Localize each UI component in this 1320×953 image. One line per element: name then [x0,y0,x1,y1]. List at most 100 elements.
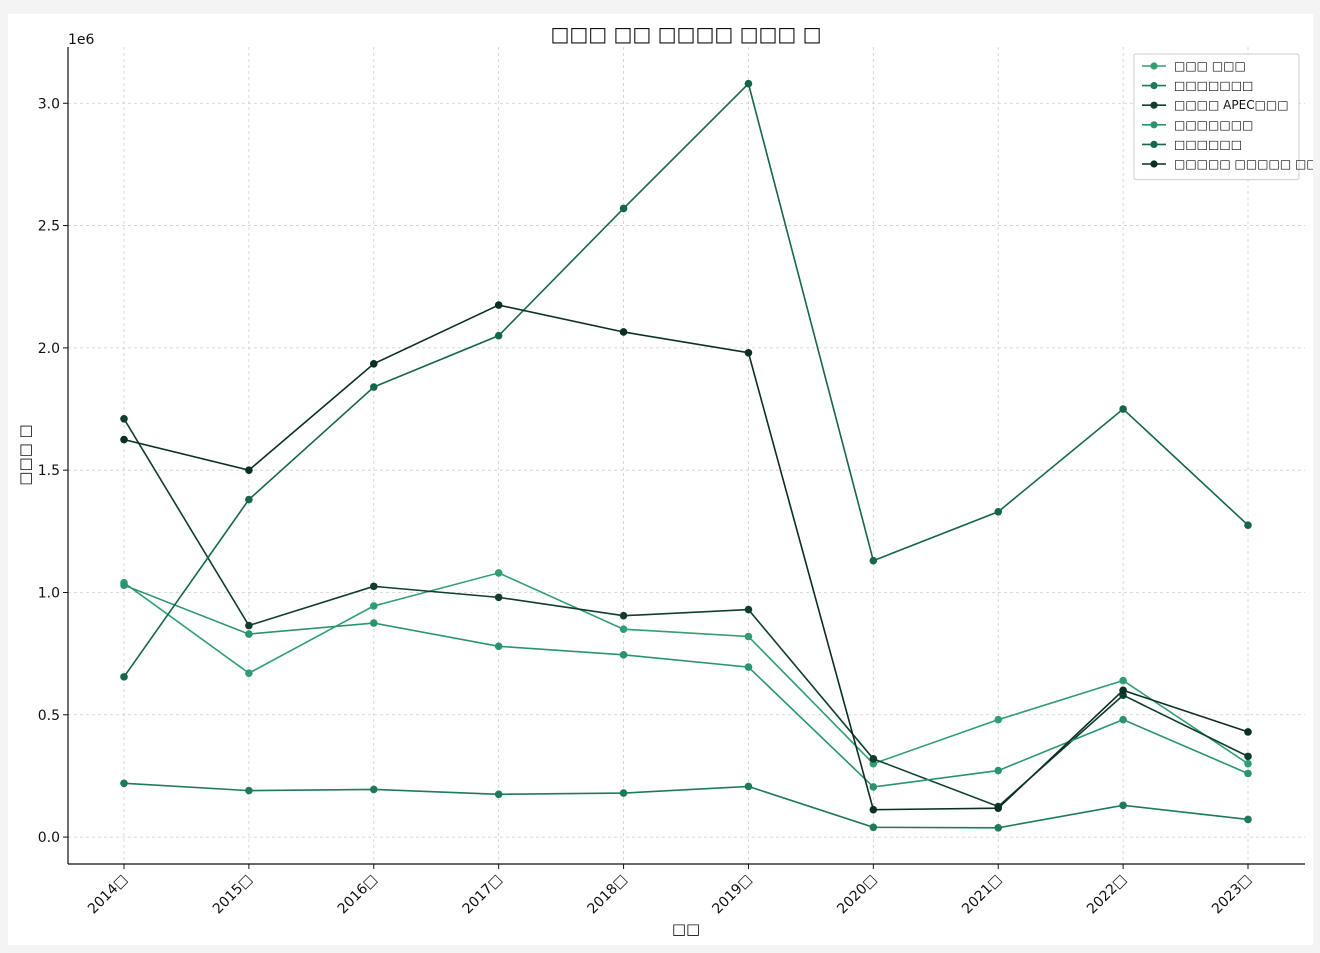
legend-box [1133,53,1300,181]
y-axis-label: □□□ □ [16,424,34,485]
data-point [120,415,128,423]
data-point [494,642,503,651]
legend-marker [1150,101,1158,109]
data-point [744,605,753,614]
data-point [494,790,503,799]
data-point [1244,769,1252,778]
data-point [869,556,878,565]
ticks: 0.0 0.5 1.0 1.5 2.0 2.5 3.0 2014□ 2015□ 2016□ 2017… [38,96,1255,917]
data-point [619,789,628,797]
data-point [869,823,878,832]
series-line [123,304,1249,811]
series-line [123,584,1249,788]
data-point [994,823,1003,832]
data-point [1244,521,1252,530]
data-point [994,507,1003,516]
legend-label: □□□□□□ [1174,137,1242,151]
data-point [994,715,1003,724]
data-point [619,328,628,336]
legend-marker [1150,160,1158,168]
data-point [1244,752,1252,761]
x-tick-label: 2021□ [959,872,1005,918]
data-point [245,466,253,474]
data-point [619,611,628,620]
data-point [369,582,378,591]
series-line [123,82,1249,678]
data-point [744,663,753,671]
data-point [1244,815,1252,824]
x-tick-label: 2022□ [1084,872,1130,918]
data-point [245,495,253,504]
legend-marker [1150,82,1158,90]
y-tick-label: 1.5 [38,463,60,479]
data-point [369,602,378,610]
data-point [120,779,128,788]
grid [68,47,1305,864]
data-point [1119,686,1127,695]
y-tick-label: 2.0 [38,341,60,357]
x-tick-label: 2015□ [210,872,256,918]
data-point [369,383,378,391]
y-tick-label: 1.0 [38,585,60,601]
data-point [619,651,628,659]
chart-title: □□□ □□ □□□□ □□□ □ [550,22,821,46]
data-point [245,630,253,638]
data-point [1119,715,1127,724]
series-line [123,418,1249,808]
data-point [120,581,128,589]
legend-marker [1150,62,1158,70]
legend-label: □□□□□□□ [1174,79,1253,93]
x-tick-label: 2023□ [1209,872,1255,918]
data-point [869,755,878,763]
x-tick-label: 2016□ [335,872,381,918]
series-line [123,572,1249,765]
legend-label: □□□□□ □□□□□ □□□□ [1174,157,1313,171]
data-point [869,805,878,814]
data-point [994,804,1003,813]
data-point [1119,801,1127,810]
data-point [245,621,253,630]
data-point [1119,405,1127,413]
data-point [369,785,378,794]
y-tick-label: 0.5 [38,708,60,724]
data-point [1119,676,1127,685]
x-tick-label: 2014□ [85,872,131,918]
data-point [369,619,378,627]
legend-marker [1150,121,1158,129]
data-point [245,786,253,795]
legend-label: □□□□ APEC□□□ [1174,98,1289,112]
y-offset-label: 1e6 [68,32,95,48]
series-line [123,782,1249,829]
legend-label: □□□ □□□ [1174,59,1246,73]
chart-frame: 0.0 0.5 1.0 1.5 2.0 2.5 3.0 2014□ 2015□ 2016□ 2017… [8,14,1313,945]
data-point [744,782,753,791]
data-point [744,348,753,357]
data-point [619,204,628,213]
legend-label: □□□□□□□ [1174,118,1253,132]
x-tick-label: 2019□ [709,872,755,918]
series-lines [120,79,1252,832]
x-tick-label: 2020□ [834,872,880,918]
axes [67,47,1305,865]
data-point [869,783,878,791]
data-point [120,673,128,681]
data-point [369,359,378,368]
data-point [744,632,753,641]
x-tick-label: 2017□ [460,872,506,918]
data-point [744,79,753,88]
data-point [494,569,503,577]
legend: □□□ □□□□□□□□□□□□□□ APEC□□□□□□□□□□□□□□□□□… [1133,53,1313,181]
legend-marker [1150,140,1158,148]
data-point [494,593,503,602]
data-point [619,625,628,633]
y-tick-label: 3.0 [38,96,60,112]
data-point [494,301,503,309]
y-tick-label: 0.0 [38,830,60,846]
data-point [994,766,1003,775]
line-chart: 0.0 0.5 1.0 1.5 2.0 2.5 3.0 2014□ 2015□ 2016□ 2017… [16,22,1313,938]
data-point [1244,728,1252,736]
data-point [120,435,128,444]
data-point [1244,759,1252,768]
x-axis-label: □□ [672,920,700,938]
data-point [494,331,503,340]
